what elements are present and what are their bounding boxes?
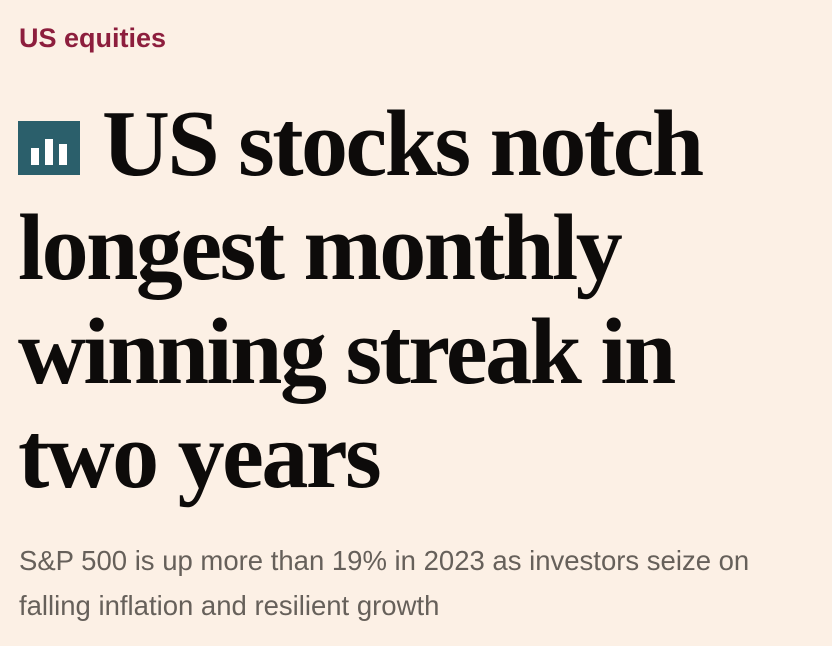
bar-chart-icon [18, 121, 80, 175]
topic-link[interactable]: US equities [19, 23, 167, 53]
standfirst: S&P 500 is up more than 19% in 2023 as i… [19, 545, 750, 621]
headline[interactable]: US stocks notch longest monthly winning … [18, 92, 818, 508]
headline-text[interactable]: US stocks notch longest monthly winning … [18, 92, 704, 508]
